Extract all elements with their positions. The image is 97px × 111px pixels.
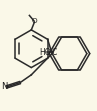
Text: O: O (32, 18, 38, 24)
Text: C: C (51, 48, 57, 57)
Text: N: N (1, 82, 7, 91)
Text: HO: HO (39, 48, 51, 57)
